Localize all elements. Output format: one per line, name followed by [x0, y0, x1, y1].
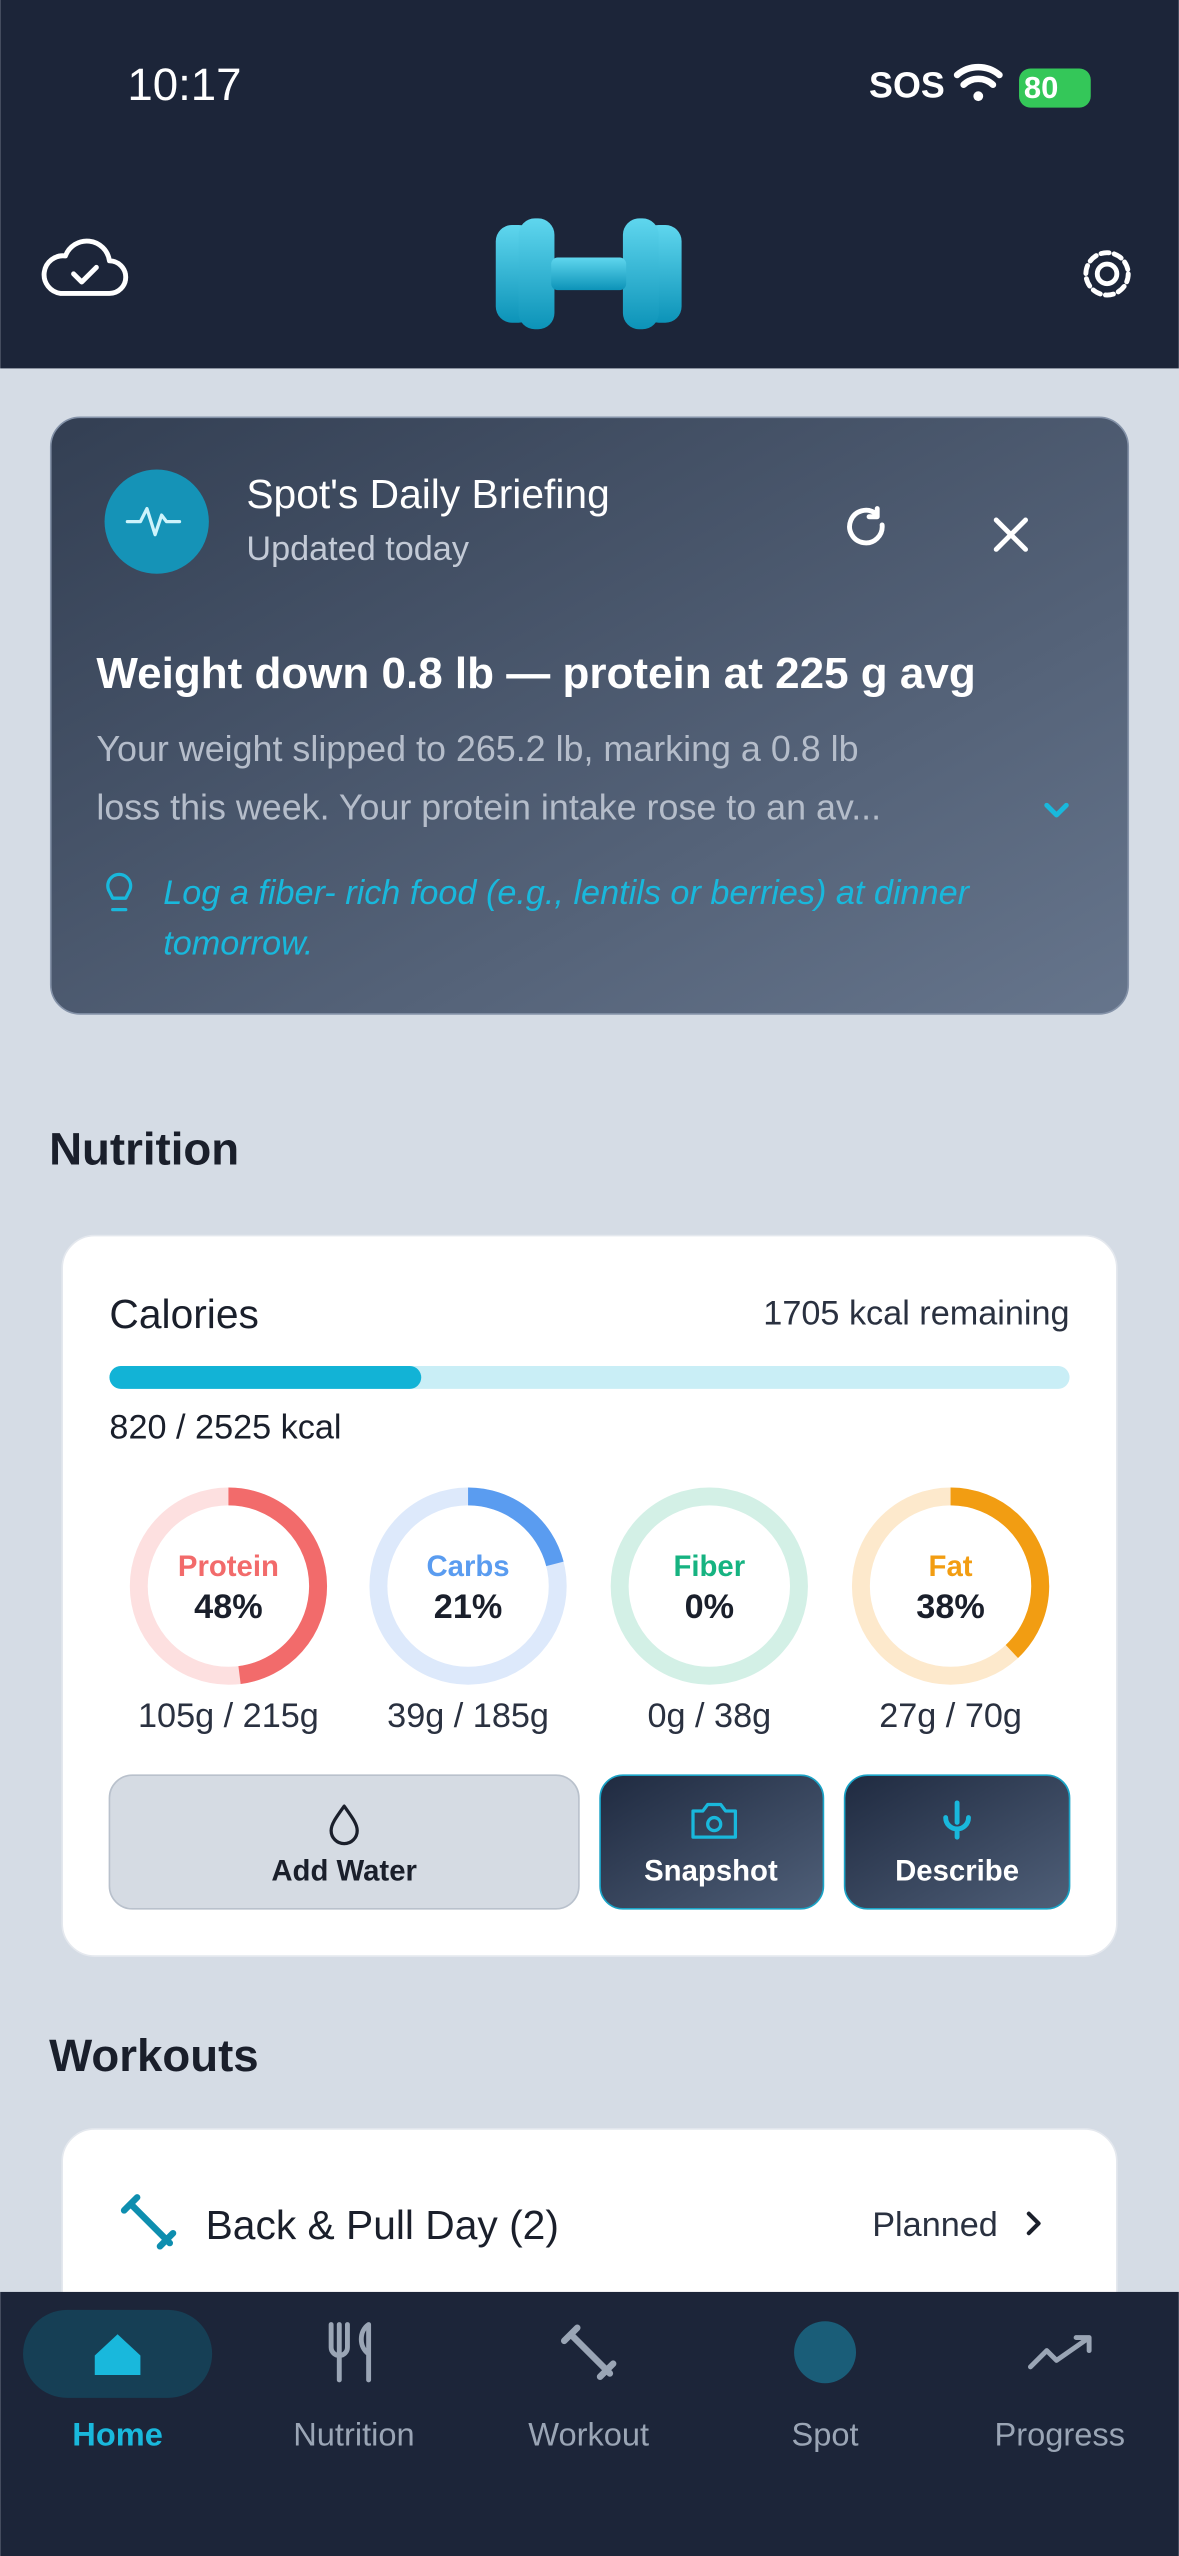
refresh-button[interactable] — [847, 506, 885, 546]
nutrition-icon — [328, 2322, 372, 2383]
calories-remaining: 1705 kcal remaining — [763, 1295, 1069, 1333]
button-label[interactable]: Describe — [895, 1855, 1019, 1888]
calorie-progress — [109, 1366, 422, 1389]
wifi-dot — [973, 91, 984, 102]
ring-progress — [129, 1487, 328, 1685]
status-time: 10:17 — [127, 59, 241, 110]
calories-label: 820 / 2525 kcal — [109, 1409, 341, 1447]
macro-name: Carbs — [426, 1550, 509, 1583]
home-icon — [94, 2334, 141, 2376]
briefing-card — [49, 416, 1130, 1015]
macro-amount: 0g / 38g — [647, 1697, 771, 1735]
briefing-body: loss this week. Your protein intake rose… — [96, 788, 881, 828]
macro-amount: 105g / 215g — [138, 1697, 319, 1735]
app-logo — [495, 218, 682, 330]
briefing-headline: Weight down 0.8 lb — protein at 225 g av… — [96, 649, 975, 698]
section-title: Workouts — [49, 2030, 259, 2081]
snapshot-button[interactable] — [599, 1774, 825, 1910]
camera-icon — [691, 1802, 738, 1839]
briefing-subtitle: Updated today — [246, 530, 469, 568]
header — [0, 0, 1179, 369]
avatar-wave — [125, 506, 182, 537]
progress-icon — [1027, 2335, 1092, 2370]
macro-percent: 38% — [916, 1588, 985, 1626]
describe-button[interactable] — [843, 1774, 1071, 1910]
macro-percent: 21% — [434, 1588, 503, 1626]
briefing-body: Your weight slipped to 265.2 lb, marking… — [96, 729, 858, 769]
macro-name: Protein — [178, 1550, 279, 1583]
ring-track — [610, 1487, 808, 1685]
button-label[interactable]: Snapshot — [644, 1855, 778, 1888]
workout-status: Planned — [872, 2206, 998, 2244]
button-label[interactable]: Add Water — [271, 1855, 417, 1888]
tab-label[interactable]: Workout — [528, 2416, 649, 2453]
camera-lens — [706, 1815, 723, 1833]
tip-icon — [106, 872, 133, 912]
ring-progress — [369, 1487, 567, 1685]
tab-label[interactable]: Spot — [792, 2416, 859, 2453]
macro-amount: 39g / 185g — [387, 1697, 549, 1735]
macro-percent: 0% — [685, 1588, 734, 1626]
tip-text: tomorrow. — [163, 925, 313, 963]
workout-icon — [120, 2194, 177, 2250]
macro-name: Fat — [929, 1550, 973, 1583]
mic-icon — [943, 1800, 971, 1840]
close-button[interactable] — [993, 517, 1028, 552]
tab-label[interactable]: Home — [72, 2416, 163, 2453]
chevron — [1026, 2211, 1041, 2236]
wifi-icon — [953, 63, 1003, 89]
sync-button[interactable] — [41, 238, 129, 296]
section-title: Nutrition — [49, 1124, 239, 1175]
calories-title: Calories — [109, 1291, 258, 1337]
macro-amount: 27g / 70g — [879, 1697, 1022, 1735]
workout-name[interactable]: Back & Pull Day (2) — [206, 2202, 559, 2248]
status-network: SOS — [869, 65, 945, 105]
water-icon — [329, 1804, 359, 1846]
tab-label[interactable]: Nutrition — [293, 2416, 414, 2453]
settings-button[interactable] — [1083, 250, 1131, 298]
battery-level: 80 — [1024, 70, 1058, 105]
tab-label[interactable]: Progress — [995, 2416, 1125, 2453]
briefing-title: Spot's Daily Briefing — [246, 471, 609, 517]
battery — [1019, 68, 1091, 108]
macro-name: Fiber — [673, 1550, 745, 1583]
workout-tab-icon — [560, 2324, 617, 2380]
spot-avatar — [104, 469, 209, 574]
macro-percent: 48% — [194, 1588, 263, 1626]
ring-progress — [851, 1487, 1050, 1685]
expand-button[interactable] — [1044, 802, 1069, 818]
spot-tab-icon — [794, 2321, 857, 2384]
tip-text: Log a fiber- rich food (e.g., lentils or… — [163, 874, 970, 912]
